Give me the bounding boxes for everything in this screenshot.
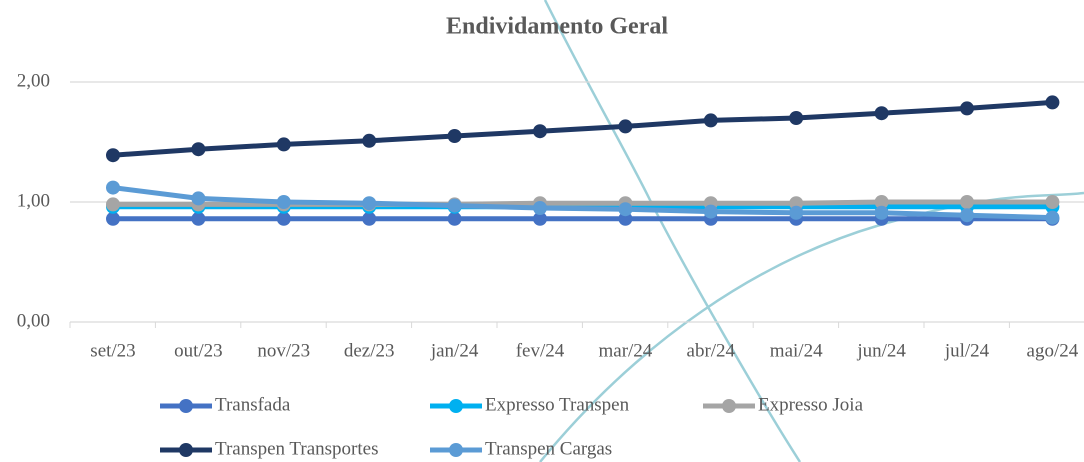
data-point (362, 196, 377, 211)
legend-marker (449, 399, 463, 413)
legend-marker (179, 443, 193, 457)
data-point (106, 211, 120, 226)
series-line (112, 99, 1053, 158)
data-point (703, 204, 718, 219)
x-tick-label: jan/24 (430, 340, 479, 361)
x-tick-label: out/23 (174, 340, 223, 361)
data-point (362, 211, 377, 226)
legend-label: Expresso Transpen (485, 394, 630, 415)
series-line (112, 185, 1053, 221)
data-point (533, 211, 547, 226)
data-point (618, 211, 633, 226)
data-point (191, 142, 206, 157)
legend-label: Transpen Cargas (485, 438, 612, 459)
x-tick-label: jun/24 (856, 340, 906, 361)
data-point (106, 148, 120, 163)
data-point (447, 198, 462, 213)
x-tick-label: jul/24 (944, 340, 990, 361)
x-tick-label: ago/24 (1027, 340, 1079, 361)
y-tick-label: 1,00 (17, 190, 50, 211)
data-point (703, 113, 718, 128)
x-tick-label: mai/24 (770, 340, 823, 361)
x-tick-label: fev/24 (516, 340, 565, 361)
y-tick-label: 0,00 (17, 310, 50, 331)
data-point (960, 208, 974, 223)
data-point (874, 205, 889, 220)
data-point (533, 201, 547, 215)
data-point (1045, 195, 1060, 209)
data-point (106, 197, 120, 212)
data-point (618, 202, 633, 217)
data-point (276, 137, 291, 152)
x-tick-label: set/23 (90, 340, 135, 361)
legend-label: Expresso Joia (758, 394, 864, 415)
data-point (789, 205, 804, 220)
x-tick-label: dez/23 (344, 340, 395, 361)
data-point (362, 133, 377, 148)
legend-marker (722, 399, 736, 413)
data-point (447, 211, 462, 226)
data-point (447, 129, 462, 143)
data-point (1045, 95, 1060, 110)
data-point (618, 119, 633, 134)
data-point (789, 196, 804, 211)
decorative-curve (539, 191, 1084, 462)
legend-marker (179, 399, 193, 413)
data-point (960, 195, 974, 209)
x-tick-label: nov/23 (257, 340, 310, 361)
chart-title: Endividamento Geral (446, 14, 668, 40)
x-tick-label: abr/24 (687, 340, 736, 361)
legend-label: Transpen Transportes (215, 438, 378, 459)
series-line (113, 199, 1053, 207)
data-point (960, 101, 974, 116)
data-point (276, 195, 291, 209)
data-point (276, 211, 291, 226)
data-point (533, 124, 547, 139)
data-point (874, 106, 889, 121)
x-tick-label: mar/24 (598, 340, 652, 361)
data-point (874, 195, 889, 209)
data-point (106, 180, 120, 195)
data-point (1045, 210, 1060, 225)
decorative-curve (543, 0, 802, 462)
data-point (191, 211, 206, 226)
data-point (191, 191, 206, 206)
data-point (789, 111, 804, 125)
y-tick-label: 2,00 (17, 70, 50, 91)
legend-label: Transfada (215, 394, 291, 415)
legend-marker (449, 443, 463, 457)
